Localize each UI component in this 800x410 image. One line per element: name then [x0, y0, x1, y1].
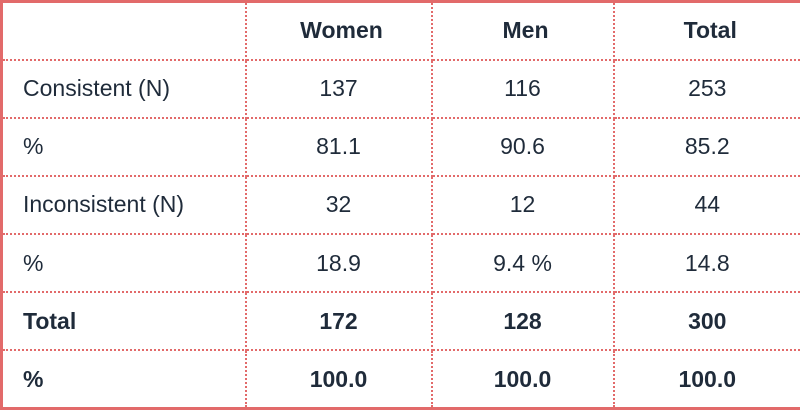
row-label: Total [0, 291, 247, 352]
cell-men: 12 [430, 174, 615, 235]
row-label: Inconsistent (N) [0, 174, 247, 235]
table-row: Consistent (N) 137 116 253 [0, 58, 800, 119]
row-label: % [0, 349, 247, 410]
cell-women: 100.0 [244, 349, 433, 410]
table-row-total-percent: % 100.0 100.0 100.0 [0, 349, 800, 410]
header-cell-empty [0, 0, 247, 61]
cell-women: 172 [244, 291, 433, 352]
header-row: Women Men Total [0, 0, 800, 61]
cell-total: 44 [612, 174, 800, 235]
cell-men: 9.4 % [430, 232, 615, 294]
row-label: Consistent (N) [0, 58, 247, 119]
cell-men: 100.0 [430, 349, 615, 410]
row-label: % [0, 232, 247, 294]
cell-men: 90.6 [430, 116, 615, 177]
header-cell-men: Men [430, 0, 615, 61]
table-row: % 81.1 90.6 85.2 [0, 116, 800, 177]
table-row: % 18.9 9.4 % 14.8 [0, 232, 800, 294]
table-row: Inconsistent (N) 32 12 44 [0, 174, 800, 235]
cell-men: 128 [430, 291, 615, 352]
header-cell-total: Total [612, 0, 800, 61]
header-cell-women: Women [244, 0, 433, 61]
cell-men: 116 [430, 58, 615, 119]
cell-total: 14.8 [612, 232, 800, 294]
cell-women: 18.9 [244, 232, 433, 294]
cell-total: 253 [612, 58, 800, 119]
cell-total: 300 [612, 291, 800, 352]
cell-women: 81.1 [244, 116, 433, 177]
row-label: % [0, 116, 247, 177]
cell-women: 137 [244, 58, 433, 119]
cell-total: 85.2 [612, 116, 800, 177]
cell-women: 32 [244, 174, 433, 235]
table-row-total: Total 172 128 300 [0, 291, 800, 352]
cell-total: 100.0 [612, 349, 800, 410]
